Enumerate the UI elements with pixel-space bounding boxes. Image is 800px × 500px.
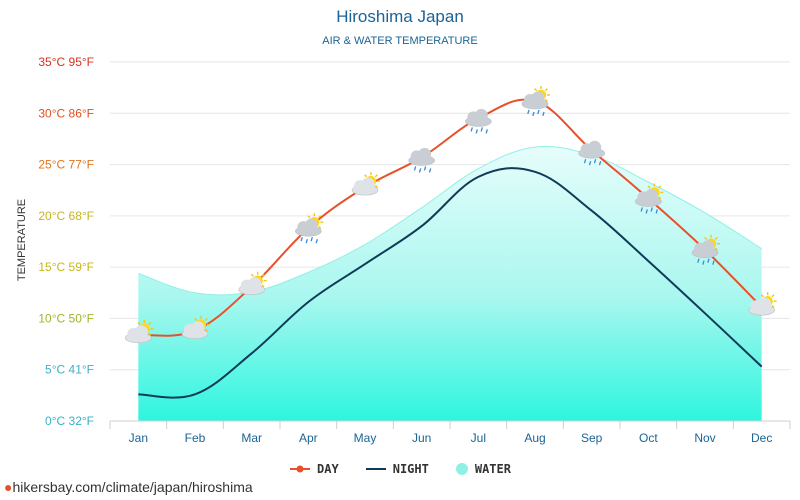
x-tick-label: Sep [581, 431, 603, 445]
sun-rain-cloud-icon [691, 234, 720, 265]
y-tick-label: 15°C 59°F [38, 260, 94, 274]
legend-label-water: WATER [474, 462, 511, 476]
x-tick-label: Oct [639, 431, 658, 445]
rain-cloud-icon [578, 140, 605, 166]
day-legend-icon [290, 465, 311, 473]
y-tick-label: 25°C 77°F [38, 158, 94, 172]
x-tick-label: May [354, 431, 377, 445]
chart-title: Hiroshima Japan [336, 7, 464, 26]
legend-item-night[interactable]: NIGHT [365, 462, 429, 476]
x-tick-label: Nov [694, 431, 715, 445]
x-tick-label: Jul [471, 431, 486, 445]
y-axis-label: TEMPERATURE [16, 199, 28, 281]
x-tick-label: Dec [751, 431, 772, 445]
sun-cloud-icon [238, 271, 267, 295]
sun-cloud-icon [748, 292, 777, 316]
sun-rain-cloud-icon [521, 85, 550, 117]
source-footer[interactable]: ●hikersbay.com/climate/japan/hiroshima [4, 479, 253, 495]
chart-legend: DAY NIGHT WATER [0, 462, 800, 476]
temperature-chart: 0°C 32°F 5°C 41°F 10°C 50°F 15°C 59°F 20°C 6… [16, 55, 791, 445]
footer-url: hikersbay.com/climate/japan/hiroshima [12, 479, 253, 495]
sun-rain-cloud-icon [295, 213, 324, 244]
water-area [138, 146, 762, 421]
weather-icons-layer [125, 85, 777, 344]
x-tick-label: Aug [524, 431, 545, 445]
sun-cloud-icon [181, 315, 210, 340]
location-pin-icon: ● [4, 479, 13, 495]
rain-cloud-icon [465, 108, 492, 134]
legend-item-day[interactable]: DAY [289, 462, 339, 476]
water-legend-icon [455, 463, 468, 475]
x-tick-label: Jan [129, 431, 148, 445]
x-tick-label: Jun [412, 431, 431, 445]
x-tick-label: Apr [299, 431, 318, 445]
x-tick-label: Mar [241, 431, 262, 445]
legend-label-day: DAY [317, 462, 339, 476]
night-line [138, 167, 763, 399]
y-tick-label: 5°C 41°F [45, 363, 94, 377]
x-tick-label: Feb [185, 431, 206, 445]
water-area-layer [138, 145, 762, 421]
sun-cloud-icon [125, 319, 154, 344]
legend-item-water[interactable]: WATER [455, 462, 511, 476]
y-tick-label: 35°C 95°F [38, 55, 94, 69]
rain-cloud-icon [408, 147, 435, 173]
sun-rain-cloud-icon [635, 183, 664, 214]
y-tick-label: 10°C 50°F [38, 311, 94, 325]
night-legend-icon [365, 468, 386, 470]
y-tick-label: 0°C 32°F [45, 414, 94, 428]
chart-subtitle: AIR & WATER TEMPERATURE [322, 35, 478, 47]
sun-cloud-icon [351, 172, 380, 196]
axes-layer: 0°C 32°F 5°C 41°F 10°C 50°F 15°C 59°F 20°C 6… [38, 55, 791, 445]
legend-label-night: NIGHT [392, 462, 429, 476]
y-tick-label: 20°C 68°F [38, 209, 94, 223]
y-tick-label: 30°C 86°F [38, 106, 94, 120]
